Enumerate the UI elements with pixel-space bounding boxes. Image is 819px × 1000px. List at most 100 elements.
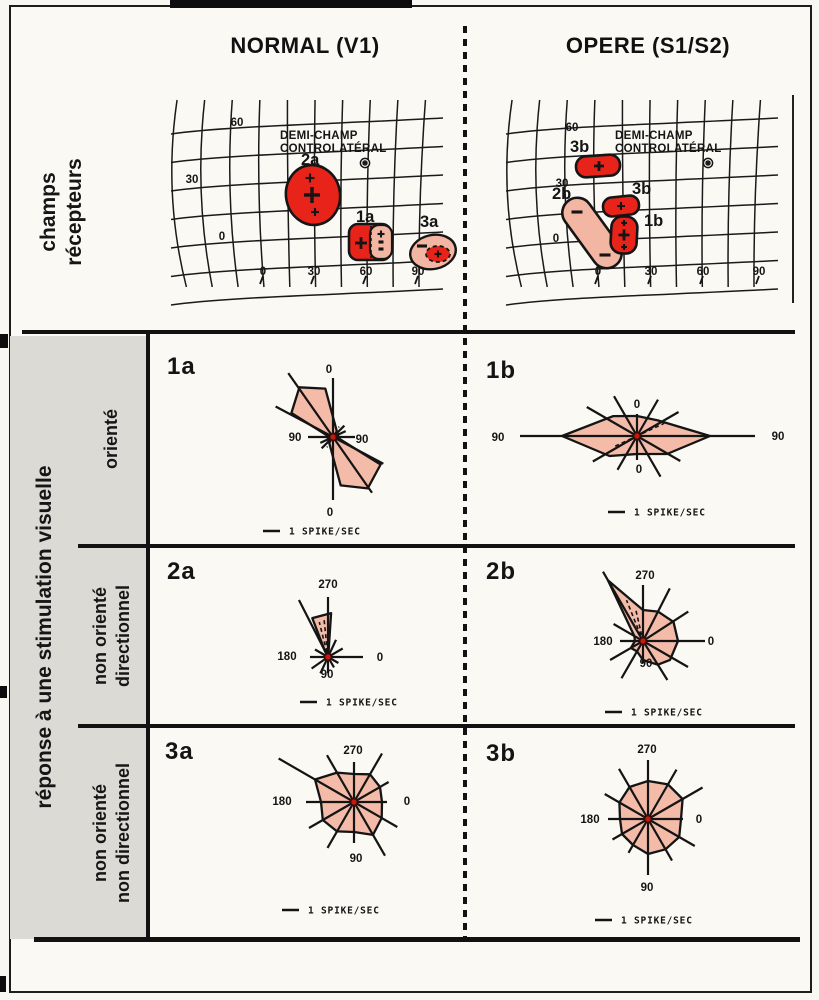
sidebar-background	[10, 336, 146, 939]
svg-text:0: 0	[708, 636, 714, 648]
svg-text:0: 0	[404, 796, 410, 808]
plot-center-dot	[643, 814, 653, 824]
svg-text:60: 60	[697, 266, 710, 278]
svg-text:90: 90	[772, 431, 785, 443]
sidebar-border-line	[146, 330, 150, 941]
polar-plot-2a: 270 180 0 90 1 SPIKE/SEC	[277, 579, 398, 708]
plot-center-dot	[638, 636, 648, 646]
svg-text:1 SPIKE/SEC: 1 SPIKE/SEC	[326, 697, 398, 708]
separator-maps-rows	[22, 330, 795, 334]
column-header-normal: NORMAL (V1)	[230, 33, 380, 58]
svg-text:90: 90	[350, 853, 363, 865]
plot-center-dot	[323, 652, 333, 662]
svg-text:90: 90	[492, 432, 505, 444]
panel-label-1b: 1b	[486, 357, 517, 384]
svg-text:0: 0	[696, 814, 702, 826]
row-label-oriente: orienté	[85, 344, 139, 534]
label-line: récepteurs	[63, 158, 86, 266]
plot-center-dot	[328, 432, 338, 442]
svg-text:90: 90	[289, 432, 302, 444]
svg-text:0: 0	[326, 364, 332, 376]
scan-artifact-left	[0, 686, 7, 698]
direction-spokes	[278, 752, 398, 857]
direction-spokes	[604, 760, 704, 875]
svg-text:0: 0	[595, 266, 601, 278]
svg-text:1 SPIKE/SEC: 1 SPIKE/SEC	[308, 905, 380, 916]
svg-text:60: 60	[231, 117, 244, 129]
map-grid	[170, 99, 444, 306]
column-header-opere: OPERE (S1/S2)	[565, 33, 731, 58]
svg-text:270: 270	[318, 579, 337, 591]
svg-text:90: 90	[356, 434, 369, 446]
svg-text:180: 180	[272, 796, 291, 808]
svg-text:30: 30	[186, 174, 199, 186]
plot-center-dot	[349, 797, 359, 807]
panel-label-2a: 2a	[167, 558, 196, 585]
polar-plot-3a: 270 180 0 90 1 SPIKE/SEC	[272, 745, 410, 916]
receptive-field-3b	[601, 194, 641, 218]
column-divider-dashed	[463, 26, 467, 939]
scale-legend: 1 SPIKE/SEC	[595, 915, 693, 926]
receptive-field-3b	[574, 153, 622, 179]
svg-text:90: 90	[753, 266, 766, 278]
svg-text:1 SPIKE/SEC: 1 SPIKE/SEC	[621, 915, 693, 926]
svg-text:180: 180	[593, 636, 612, 648]
svg-text:30: 30	[556, 178, 569, 190]
svg-text:1b: 1b	[644, 212, 663, 230]
svg-text:0: 0	[377, 652, 383, 664]
svg-text:90: 90	[640, 658, 653, 670]
svg-text:0: 0	[634, 399, 640, 411]
svg-text:30: 30	[308, 266, 321, 278]
svg-text:0: 0	[553, 233, 559, 245]
polar-plot-2b: 270 180 0 90 1 SPIKE/SEC	[593, 570, 714, 718]
svg-text:DEMI-CHAMP: DEMI-CHAMP	[615, 130, 693, 142]
receptive-field-2b	[561, 196, 623, 270]
area-centralis-icon	[702, 157, 714, 169]
svg-text:1 SPIKE/SEC: 1 SPIKE/SEC	[289, 526, 361, 537]
svg-text:2b: 2b	[552, 185, 571, 203]
receptive-field-2a	[284, 163, 342, 227]
svg-text:3b: 3b	[570, 138, 589, 156]
label-line: non orienté	[89, 784, 110, 882]
svg-text:180: 180	[580, 814, 599, 826]
receptive-field-3a	[409, 233, 457, 271]
svg-text:CONTROLATÉRAL: CONTROLATÉRAL	[615, 142, 722, 155]
svg-text:1 SPIKE/SEC: 1 SPIKE/SEC	[634, 507, 706, 518]
receptive-field-1b	[609, 215, 639, 255]
polar-plot-1a: 0 0 90 90 1 SPIKE/SEC	[263, 364, 384, 537]
svg-text:0: 0	[219, 231, 225, 243]
scan-artifact-left	[0, 334, 8, 348]
svg-text:CONTROLATÉRAL: CONTROLATÉRAL	[280, 142, 387, 155]
scan-artifact-left	[0, 976, 6, 992]
svg-text:270: 270	[343, 745, 362, 757]
scan-artifact-right-line	[792, 95, 794, 303]
scale-legend: 1 SPIKE/SEC	[608, 507, 706, 518]
separator-row2-row3	[78, 724, 795, 728]
scale-legend: 1 SPIKE/SEC	[263, 526, 361, 537]
svg-text:3b: 3b	[632, 180, 651, 198]
svg-text:60: 60	[566, 122, 579, 134]
panel-label-3b: 3b	[486, 740, 517, 767]
separator-bottom	[34, 937, 800, 942]
panel-label-1a: 1a	[167, 353, 196, 380]
svg-text:3a: 3a	[420, 213, 439, 231]
scale-legend: 1 SPIKE/SEC	[300, 697, 398, 708]
label-line: réponse à une stimulation visuelle	[33, 465, 56, 809]
receptive-field-1a	[347, 222, 394, 262]
svg-text:60: 60	[360, 266, 373, 278]
svg-text:270: 270	[637, 744, 656, 756]
svg-text:180: 180	[277, 651, 296, 663]
separator-row1-row2	[78, 544, 795, 548]
svg-text:0: 0	[327, 507, 333, 519]
svg-text:90: 90	[641, 882, 654, 894]
label-line: orienté	[101, 409, 122, 470]
area-centralis-icon	[359, 157, 371, 169]
polar-plot-3b: 270 180 0 90 1 SPIKE/SEC	[580, 744, 704, 926]
scale-legend: 1 SPIKE/SEC	[605, 707, 702, 718]
polar-plot-1b: 0 0 90 90 1 SPIKE/SEC	[492, 395, 785, 518]
label-line: champs	[36, 172, 60, 252]
svg-text:0: 0	[636, 464, 642, 476]
